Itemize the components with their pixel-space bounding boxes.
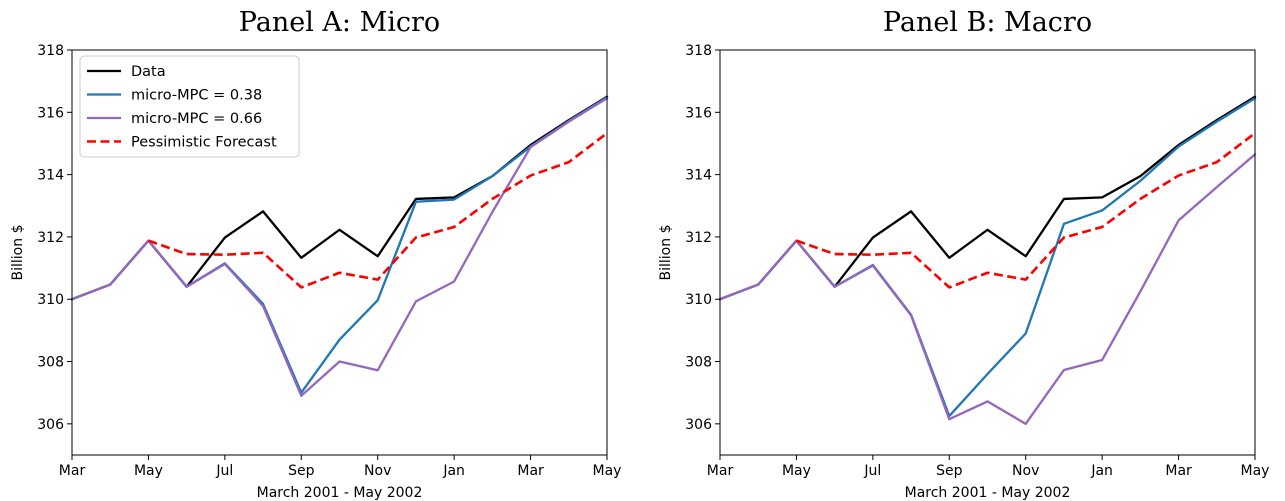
panel-a-series-3-line <box>147 132 608 289</box>
panel-a-plot-frame <box>71 49 608 456</box>
panel-a-xtick-label-6: Mar <box>517 463 544 479</box>
panel-a-legend-label-0: Data <box>131 64 166 80</box>
panel-b-series-2-line <box>718 153 1257 425</box>
panel-a-ylabel: Billion $ <box>10 225 26 281</box>
panel-a-xlabel: March 2001 - May 2002 <box>257 485 423 501</box>
panel-a-legend-label-3: Pessimistic Forecast <box>131 135 277 151</box>
panel-b-xtick-label-5: Jan <box>1090 463 1113 479</box>
panel-b-ytick-label-1: 308 <box>685 355 712 371</box>
panel-b-xtick-label-7: May <box>1241 463 1270 479</box>
panel-b-ytick-label-2: 310 <box>685 292 712 308</box>
panel-a-ytick-label-2: 310 <box>37 292 64 308</box>
panel-b-ytick-label-3: 312 <box>685 230 712 246</box>
panel-a-xtick-label-2: Jul <box>215 463 233 479</box>
panel-b-title: Panel B: Macro <box>883 7 1092 38</box>
panel-b-xtick-label-3: Sep <box>936 463 963 479</box>
panel-b-ytick-label-0: 306 <box>685 417 712 433</box>
panel-b-plot-frame <box>719 49 1256 456</box>
panel-a-xtick-label-7: May <box>593 463 622 479</box>
panel-b-ytick-label-6: 318 <box>685 43 712 59</box>
panel-b-xtick-label-6: Mar <box>1165 463 1192 479</box>
panel-a-ytick-label-4: 314 <box>37 168 64 184</box>
panel-a-legend-box <box>79 55 300 158</box>
panel-b-ytick-label-5: 316 <box>685 105 712 121</box>
panel-a-series-2-line <box>70 97 609 397</box>
panel-a-ytick-label-5: 316 <box>37 105 64 121</box>
panel-a-legend-label-1: micro-MPC = 0.38 <box>131 88 262 104</box>
panel-b-series-1-line <box>718 97 1257 418</box>
panel-b: Panel B: Macro 306 308 310 312 314 316 318 Mar Ma… <box>658 7 1269 501</box>
panel-a-ytick-label-6: 318 <box>37 43 64 59</box>
panel-a-xtick-label-0: Mar <box>59 463 86 479</box>
panel-b-series-0-line <box>718 95 1257 301</box>
panel-b-xlabel: March 2001 - May 2002 <box>905 485 1071 501</box>
panel-a-xtick-label-3: Sep <box>288 463 315 479</box>
panel-b-xtick-label-2: Jul <box>863 463 881 479</box>
panel-a-ytick-label-1: 308 <box>37 355 64 371</box>
panel-b-ytick-label-4: 314 <box>685 168 712 184</box>
panel-a-legend: Data micro-MPC = 0.38 micro-MPC = 0.66 Pess… <box>79 55 300 158</box>
panel-a: Panel A: Micro 306 308 310 312 314 316 318 Mar Ma… <box>10 7 621 501</box>
panel-b-series-3-line <box>795 132 1256 289</box>
panel-a-xtick-label-4: Nov <box>364 463 391 479</box>
panel-a-xtick-label-1: May <box>134 463 163 479</box>
panel-b-xtick-label-0: Mar <box>707 463 734 479</box>
panel-a-title: Panel A: Micro <box>239 7 440 38</box>
panel-a-xtick-label-5: Jan <box>442 463 465 479</box>
panel-b-xtick-label-1: May <box>782 463 811 479</box>
panel-a-ytick-label-3: 312 <box>37 230 64 246</box>
panel-a-ytick-label-0: 306 <box>37 417 64 433</box>
panel-b-ylabel: Billion $ <box>658 225 674 281</box>
panel-a-legend-label-2: micro-MPC = 0.66 <box>131 111 262 127</box>
panel-b-xtick-label-4: Nov <box>1012 463 1039 479</box>
